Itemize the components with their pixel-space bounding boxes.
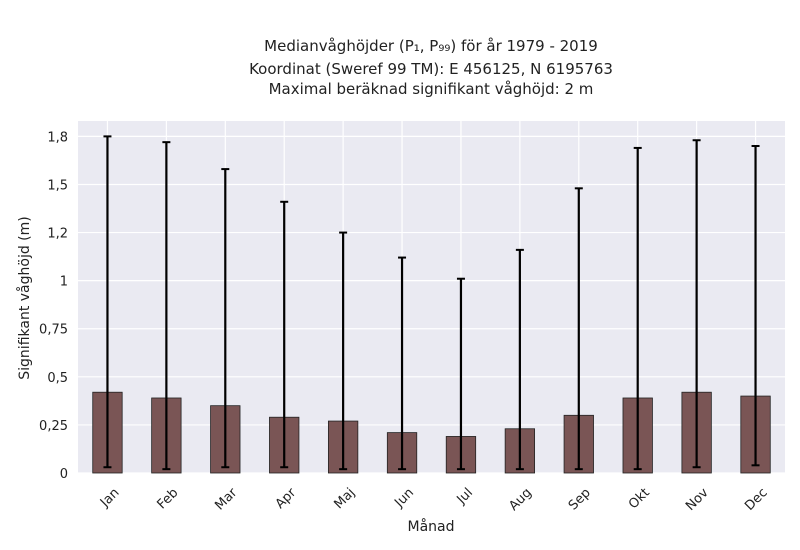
chart-title-line-2: Koordinat (Sweref 99 TM): E 456125, N 61…: [249, 60, 613, 78]
y-tick-label: 1: [60, 275, 68, 290]
x-axis-ticks: Jan Feb Mar Apr Maj Jun Jul Aug Sep Okt Nov Dec: [97, 485, 771, 514]
x-tick-label: Jun: [391, 485, 417, 511]
x-tick-label: Sep: [566, 485, 594, 513]
chart-title-line-3: Maximal beräknad signifikant våghöjd: 2 …: [269, 80, 594, 98]
x-tick-label: Okt: [626, 485, 653, 512]
y-tick-label: 1,8: [47, 130, 68, 145]
x-tick-label: Maj: [331, 485, 358, 512]
x-axis-label: Månad: [408, 518, 455, 535]
error-bars-group: [103, 135, 760, 471]
y-tick-label: 0,25: [39, 419, 68, 434]
y-axis-label: Signifikant våghöjd (m): [16, 216, 33, 379]
y-tick-label: 0,75: [39, 323, 68, 338]
x-tick-label: Nov: [683, 485, 712, 514]
x-tick-label: Aug: [506, 485, 535, 514]
y-tick-label: 1,2: [47, 227, 68, 242]
y-tick-label: 0,5: [47, 371, 68, 386]
x-tick-label: Dec: [742, 485, 770, 513]
x-tick-label: Mar: [212, 485, 240, 513]
y-axis-ticks: 0 0,25 0,5 0,75 1 1,2 1,5 1,8: [39, 130, 68, 482]
x-tick-label: Apr: [273, 485, 300, 512]
y-tick-label: 1,5: [47, 178, 68, 193]
plot-area: [78, 121, 785, 473]
x-tick-label: Jul: [454, 485, 476, 507]
y-tick-label: 0: [60, 467, 68, 482]
x-tick-label: Feb: [155, 485, 182, 512]
x-tick-label: Jan: [97, 485, 122, 510]
chart-title-line-1: Medianvåghöjder (P₁, P₉₉) för år 1979 - …: [264, 37, 598, 55]
